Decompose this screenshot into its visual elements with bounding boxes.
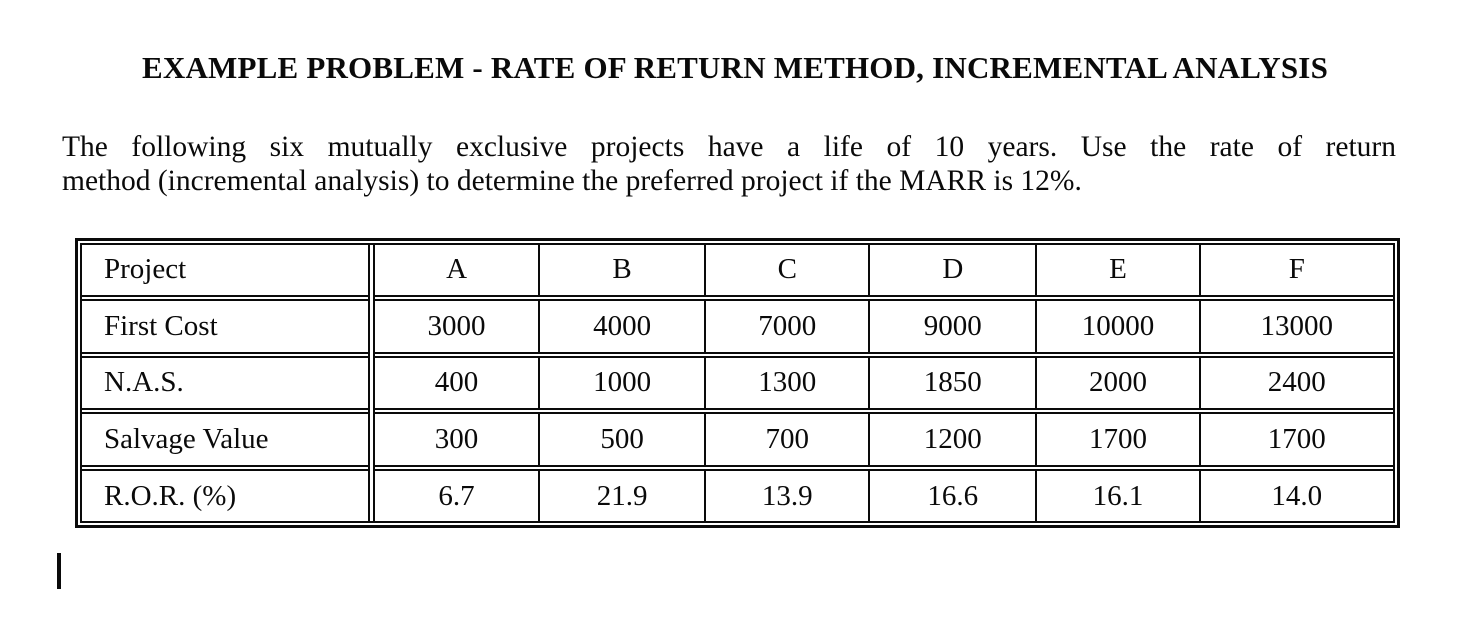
table-row-ror: R.O.R. (%) 6.7 21.9 13.9 16.6 16.1 14.0 — [82, 465, 1393, 521]
projects-table: Project A B C D E F First Cost 3000 4000… — [82, 245, 1393, 521]
table-header-row: Project A B C D E F — [82, 245, 1393, 301]
problem-statement-line-1: The following six mutually exclusive pro… — [62, 131, 1396, 163]
page-title: EXAMPLE PROBLEM - RATE OF RETURN METHOD,… — [141, 50, 1329, 85]
column-header-a: A — [370, 245, 540, 301]
table-cell: 1200 — [868, 408, 1038, 472]
table-row-first-cost: First Cost 3000 4000 7000 9000 10000 130… — [82, 294, 1393, 358]
table-cell: 14.0 — [1198, 465, 1393, 521]
problem-statement: The following six mutually exclusive pro… — [62, 130, 1396, 198]
projects-table-inner-frame: Project A B C D E F First Cost 3000 4000… — [80, 243, 1395, 523]
column-header-d: D — [868, 245, 1038, 301]
table-cell: 9000 — [868, 294, 1038, 358]
table-cell: 7000 — [704, 294, 871, 358]
table-cell: 1700 — [1198, 408, 1393, 472]
table-cell: 700 — [704, 408, 871, 472]
row-label: Salvage Value — [82, 408, 376, 472]
table-cell: 13000 — [1198, 294, 1393, 358]
table-row-salvage-value: Salvage Value 300 500 700 1200 1700 1700 — [82, 408, 1393, 472]
table-cell: 500 — [537, 408, 707, 472]
row-label: First Cost — [82, 294, 376, 358]
table-cell: 13.9 — [704, 465, 871, 521]
table-row-nas: N.A.S. 400 1000 1300 1850 2000 2400 — [82, 351, 1393, 415]
table-cell: 1000 — [537, 351, 707, 415]
column-header-f: F — [1198, 245, 1393, 301]
column-header-c: C — [704, 245, 871, 301]
table-cell: 10000 — [1035, 294, 1201, 358]
column-header-e: E — [1035, 245, 1201, 301]
table-cell: 2400 — [1198, 351, 1393, 415]
table-cell: 16.6 — [868, 465, 1038, 521]
table-cell: 4000 — [537, 294, 707, 358]
projects-table-frame: Project A B C D E F First Cost 3000 4000… — [75, 238, 1400, 528]
row-label: R.O.R. (%) — [82, 465, 376, 521]
table-cell: 1300 — [704, 351, 871, 415]
table-cell: 300 — [370, 408, 540, 472]
problem-statement-line-2: method (incremental analysis) to determi… — [62, 165, 1082, 197]
column-header-b: B — [537, 245, 707, 301]
stray-cursor-mark — [57, 553, 61, 589]
table-cell: 1700 — [1035, 408, 1201, 472]
header-label: Project — [82, 245, 376, 301]
row-label: N.A.S. — [82, 351, 376, 415]
table-cell: 16.1 — [1035, 465, 1201, 521]
table-cell: 6.7 — [370, 465, 540, 521]
table-cell: 400 — [370, 351, 540, 415]
table-cell: 1850 — [868, 351, 1038, 415]
table-cell: 3000 — [370, 294, 540, 358]
table-cell: 2000 — [1035, 351, 1201, 415]
table-cell: 21.9 — [537, 465, 707, 521]
